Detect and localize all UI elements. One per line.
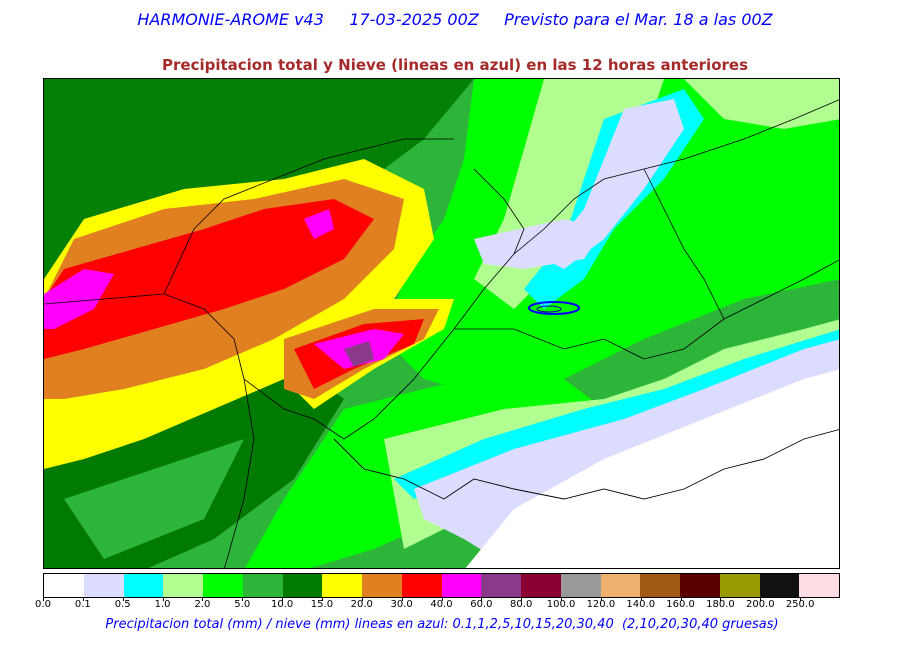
legend-tick-mark bbox=[202, 597, 204, 601]
legend-swatch bbox=[322, 574, 362, 597]
legend-swatch bbox=[163, 574, 203, 597]
legend-tick-mark bbox=[162, 597, 164, 601]
legend-swatch bbox=[242, 574, 283, 597]
legend-tick-label: 5.0 bbox=[234, 599, 251, 610]
legend-tick-mark bbox=[122, 597, 124, 601]
legend-swatch bbox=[282, 574, 323, 597]
legend-tick-mark bbox=[43, 597, 44, 601]
legend-tick-label: 60.0 bbox=[470, 599, 493, 610]
legend-tick-label: 1.0 bbox=[154, 599, 171, 610]
legend-tick-mark bbox=[321, 597, 323, 601]
legend-swatch bbox=[123, 574, 164, 597]
legend-tick-label: 200.0 bbox=[745, 599, 775, 610]
legend-tick-mark bbox=[242, 597, 244, 601]
legend-tick-label: 250.0 bbox=[785, 599, 815, 610]
legend-tick-mark bbox=[521, 597, 523, 601]
legend-tick-mark bbox=[441, 597, 443, 601]
legend-tick-label: 140.0 bbox=[626, 599, 656, 610]
legend-swatch bbox=[441, 574, 482, 597]
legend-tick-label: 180.0 bbox=[706, 599, 735, 610]
legend-tick-mark bbox=[282, 597, 284, 601]
color-legend-ticks: 0.0 0.1 0.5 1.0 2.0 5.0 10.0 15.0 20.0 30.0 40.0 60… bbox=[35, 597, 840, 619]
legend-swatch bbox=[481, 574, 521, 597]
legend-tick-mark bbox=[720, 597, 722, 601]
legend-swatch bbox=[680, 574, 720, 597]
legend-swatch bbox=[600, 574, 641, 597]
color-legend-bar bbox=[43, 573, 840, 598]
map-subtitle: Precipitacion total y Nieve (lineas en a… bbox=[162, 56, 748, 74]
legend-tick-label: 0.5 bbox=[114, 599, 131, 610]
legend-swatch bbox=[203, 574, 243, 597]
legend-swatch bbox=[521, 574, 561, 597]
legend-swatch bbox=[799, 574, 839, 597]
legend-tick-label: 0.1 bbox=[74, 599, 91, 610]
legend-tick-mark bbox=[600, 597, 602, 601]
legend-tick-label: 40.0 bbox=[430, 599, 453, 610]
legend-tick-label: 15.0 bbox=[310, 599, 334, 610]
legend-tick-label: 120.0 bbox=[586, 599, 616, 610]
legend-swatch bbox=[362, 574, 402, 597]
legend-swatch bbox=[401, 574, 442, 597]
legend-tick-mark bbox=[680, 597, 682, 601]
legend-swatch bbox=[719, 574, 760, 597]
legend-tick-label: 10.0 bbox=[270, 599, 294, 610]
legend-tick-label: 20.0 bbox=[350, 599, 373, 610]
legend-tick-mark bbox=[561, 597, 563, 601]
legend-tick-mark bbox=[361, 597, 363, 601]
legend-tick-label: 80.0 bbox=[510, 599, 533, 610]
legend-tick-label: 0.0 bbox=[35, 599, 51, 610]
legend-swatch bbox=[44, 574, 84, 597]
legend-tick-mark bbox=[760, 597, 762, 601]
legend-tick-mark bbox=[481, 597, 483, 601]
legend-tick-mark bbox=[800, 597, 802, 601]
precipitation-map bbox=[43, 78, 840, 569]
map-title: HARMONIE-AROME v43 17-03-2025 00Z Previs… bbox=[137, 10, 773, 29]
legend-swatch bbox=[759, 574, 800, 597]
legend-tick-label: 30.0 bbox=[390, 599, 413, 610]
legend-swatch bbox=[560, 574, 601, 597]
legend-tick-label: 100.0 bbox=[546, 599, 576, 610]
legend-swatch bbox=[83, 574, 124, 597]
precipitation-field bbox=[44, 79, 839, 568]
legend-tick-mark bbox=[82, 597, 84, 601]
legend-swatch bbox=[640, 574, 680, 597]
legend-tick-label: 2.0 bbox=[194, 599, 211, 610]
legend-caption: Precipitacion total (mm) / nieve (mm) li… bbox=[105, 617, 779, 632]
legend-tick-mark bbox=[640, 597, 642, 601]
legend-tick-label: 160.0 bbox=[666, 599, 695, 610]
legend-tick-mark bbox=[401, 597, 403, 601]
